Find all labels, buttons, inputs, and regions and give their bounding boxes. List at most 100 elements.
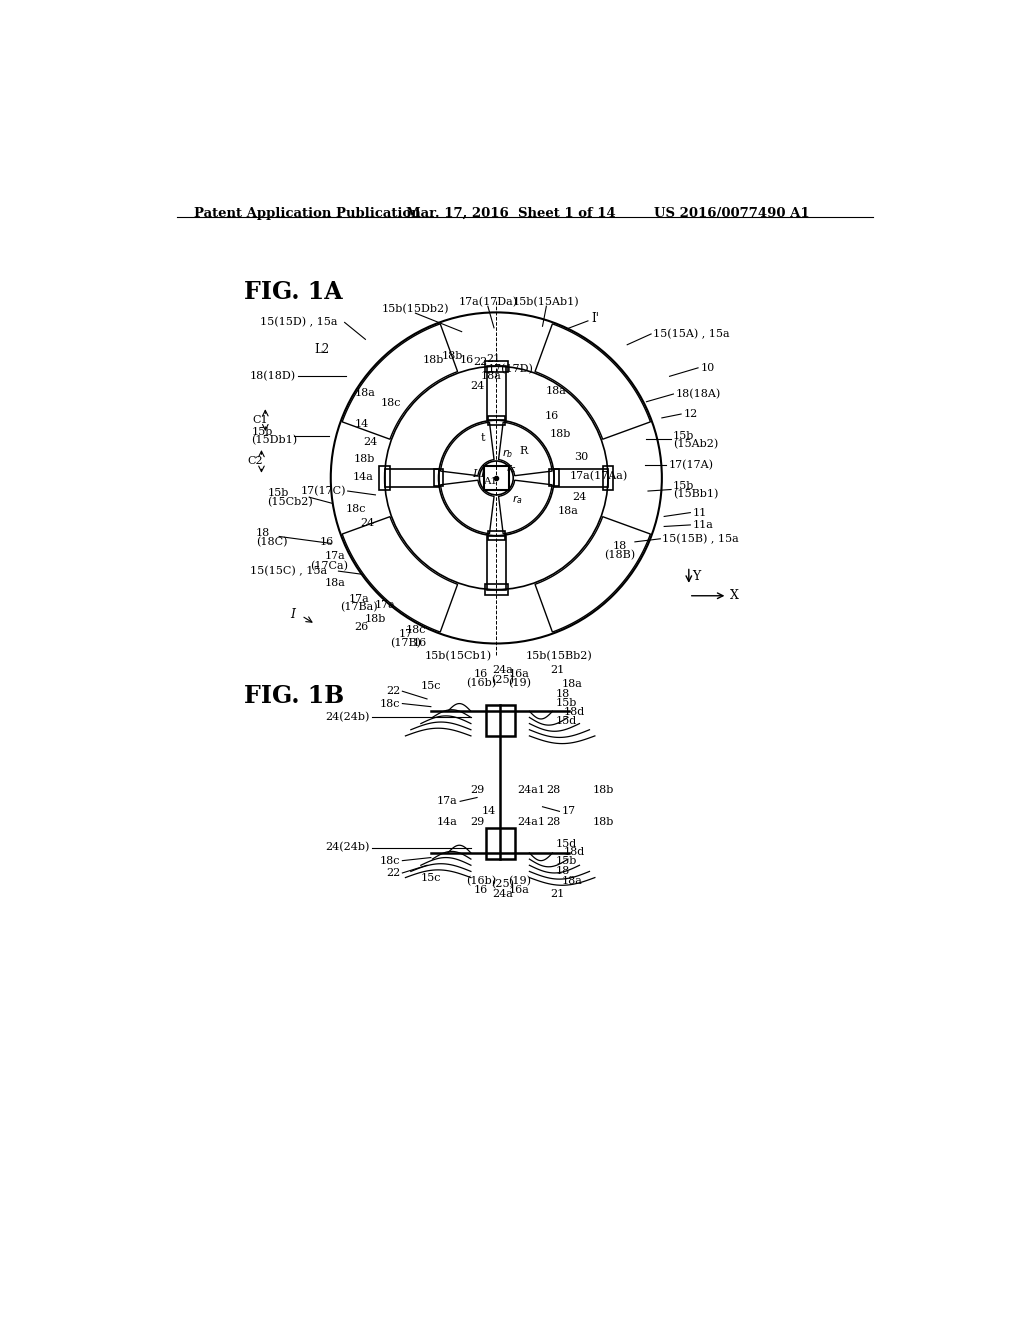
Text: 15(15A) , 15a: 15(15A) , 15a [652,329,729,339]
Text: 15b(15Cb1): 15b(15Cb1) [424,652,492,661]
Text: 17a: 17a [325,552,345,561]
Text: 21: 21 [486,354,501,363]
Text: 15b: 15b [267,488,289,499]
Text: (18B): (18B) [604,550,635,560]
Text: 14a: 14a [352,473,374,482]
Text: 24a: 24a [493,888,513,899]
Text: 14: 14 [481,807,496,816]
Text: (17Ba): (17Ba) [340,602,378,612]
Text: 16: 16 [413,639,426,648]
Text: 18: 18 [556,866,569,875]
Text: 15c: 15c [421,874,441,883]
Text: 15b: 15b [673,430,694,441]
Text: 24(24b): 24(24b) [325,842,370,853]
Text: 18b: 18b [353,454,375,463]
Text: (17Ca): (17Ca) [310,561,348,570]
Text: $r_a$: $r_a$ [512,494,523,506]
Text: (15Bb1): (15Bb1) [673,488,718,499]
Text: L1: L1 [472,469,486,479]
Text: 18: 18 [256,528,270,539]
Text: Y: Y [692,570,700,583]
Text: 18c: 18c [380,855,400,866]
Bar [485,829,515,859]
Text: 18c: 18c [380,698,400,709]
Text: 17: 17 [398,630,413,639]
Text: 15b: 15b [556,857,577,866]
Text: 18b: 18b [365,614,386,624]
Text: 24: 24 [364,437,378,446]
Text: 15b(15Db2): 15b(15Db2) [382,304,450,314]
Text: 28: 28 [547,817,560,828]
Text: 15b: 15b [252,426,272,437]
Text: 18c: 18c [381,399,401,408]
Text: 18(18D): 18(18D) [250,371,296,381]
Text: 24a: 24a [493,665,513,676]
Text: 17a: 17a [375,601,395,610]
Text: Mar. 17, 2016  Sheet 1 of 14: Mar. 17, 2016 Sheet 1 of 14 [407,207,616,220]
Text: A1: A1 [483,478,498,486]
Text: 11: 11 [692,508,707,517]
Text: t: t [480,433,484,444]
Text: (16b): (16b) [466,678,496,689]
Text: 17(17A): 17(17A) [669,459,714,470]
Text: 24: 24 [571,492,586,502]
Text: 18(18A): 18(18A) [676,389,721,399]
Text: 16: 16 [460,355,474,366]
Text: 18b: 18b [593,817,614,828]
Text: 18a: 18a [546,385,567,396]
Text: 18b: 18b [550,429,571,440]
Text: 17a(17Da): 17a(17Da) [459,297,517,306]
Text: X: X [730,589,738,602]
Text: Patent Application Publication: Patent Application Publication [194,207,421,220]
Text: 14a: 14a [437,817,458,828]
Text: 21: 21 [550,665,564,676]
Text: 29: 29 [470,817,484,828]
Text: 15d: 15d [556,840,577,850]
Text: (25): (25) [490,879,514,890]
Text: 24: 24 [470,380,484,391]
Bar [485,705,515,737]
Text: 15b(15Ab1): 15b(15Ab1) [513,297,580,306]
Text: 18a: 18a [325,578,345,589]
Text: I': I' [591,312,599,325]
Text: (15Cb2): (15Cb2) [267,498,313,508]
Text: 16: 16 [474,669,488,680]
Text: 18a: 18a [558,506,579,516]
Text: C1: C1 [252,416,267,425]
Text: 22: 22 [386,686,400,696]
Text: L2: L2 [314,343,330,356]
Text: (16b): (16b) [466,875,496,886]
Text: 16a: 16a [509,884,529,895]
Text: 15b: 15b [673,480,694,491]
Text: (19): (19) [508,678,530,689]
Text: I: I [290,607,295,620]
Text: R: R [519,446,527,455]
Text: 17a: 17a [437,796,458,807]
Text: 24(24b): 24(24b) [325,711,370,722]
Text: 18d: 18d [563,708,585,717]
Text: (18C): (18C) [256,537,288,546]
Text: FIG. 1A: FIG. 1A [244,280,342,304]
Text: 28: 28 [547,785,560,795]
Text: 18b: 18b [423,355,443,366]
Text: 18a: 18a [562,678,583,689]
Text: 15b: 15b [556,698,577,708]
Text: 18c: 18c [345,504,366,513]
Text: 16: 16 [474,884,488,895]
Text: $r_b$: $r_b$ [503,447,513,459]
Text: 17: 17 [562,807,575,816]
Text: 17a(17Aa): 17a(17Aa) [569,470,628,480]
Text: 12: 12 [683,409,697,418]
Text: 22: 22 [473,358,487,367]
Text: 15c: 15c [421,681,441,690]
Text: 15(15B) , 15a: 15(15B) , 15a [662,533,738,544]
Text: (15Ab2): (15Ab2) [673,440,718,449]
Text: 22: 22 [386,869,400,878]
Text: (15Db1): (15Db1) [252,436,298,445]
Text: 30: 30 [574,453,589,462]
Text: 10: 10 [700,363,715,372]
Text: US 2016/0077490 A1: US 2016/0077490 A1 [654,207,810,220]
Text: 18c: 18c [406,624,426,635]
Text: (25): (25) [490,675,514,685]
Text: 18a: 18a [480,371,502,381]
